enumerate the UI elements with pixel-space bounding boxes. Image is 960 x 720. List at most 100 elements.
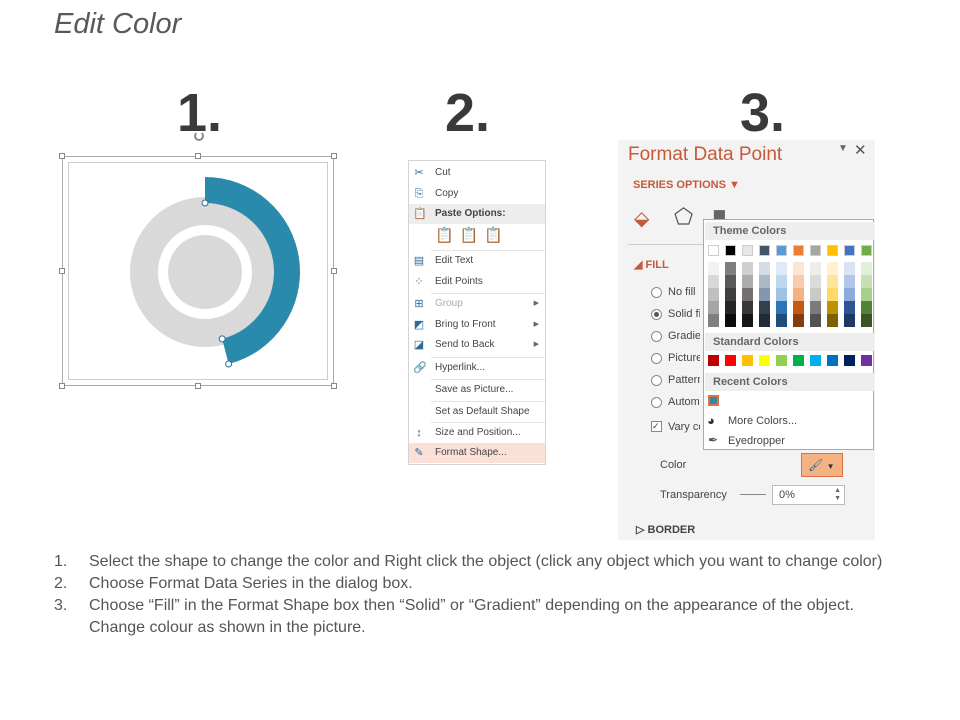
keep-source-formatting-icon[interactable]: 📋 — [435, 227, 454, 244]
resize-handle[interactable] — [59, 383, 65, 389]
point-handle[interactable] — [225, 360, 233, 368]
fill-option-radio[interactable] — [651, 309, 662, 320]
resize-handle[interactable] — [331, 268, 337, 274]
theme-shade-swatch[interactable] — [742, 262, 753, 275]
theme-shade-swatch[interactable] — [827, 301, 838, 314]
fill-section-header[interactable]: ◢ FILL — [634, 259, 669, 271]
standard-color-swatch[interactable] — [810, 355, 821, 366]
menu-item-copy[interactable]: ⎘ Copy — [409, 184, 545, 204]
theme-shade-swatch[interactable] — [827, 275, 838, 288]
menu-item-cut[interactable]: ✂ Cut — [409, 163, 545, 183]
resize-handle[interactable] — [331, 383, 337, 389]
fill-option-radio[interactable] — [651, 287, 662, 298]
fill-option-radio[interactable] — [651, 375, 662, 386]
fill-option-radio[interactable] — [651, 331, 662, 342]
theme-shade-swatch[interactable] — [810, 301, 821, 314]
theme-shade-swatch[interactable] — [810, 262, 821, 275]
standard-color-swatch[interactable] — [827, 355, 838, 366]
theme-shade-swatch[interactable] — [810, 314, 821, 327]
theme-shade-swatch[interactable] — [708, 275, 719, 288]
series-options-tab-icon[interactable]: ▆ — [714, 206, 725, 222]
menu-item-paste-options[interactable]: 📋 Paste Options: 📋 📋 📋 — [409, 204, 545, 244]
standard-color-swatch[interactable] — [861, 355, 872, 366]
theme-shade-swatch[interactable] — [861, 288, 872, 301]
theme-color-swatch[interactable] — [759, 245, 770, 256]
theme-shade-swatch[interactable] — [725, 301, 736, 314]
theme-shade-swatch[interactable] — [844, 301, 855, 314]
theme-shade-swatch[interactable] — [776, 288, 787, 301]
resize-handle[interactable] — [195, 153, 201, 159]
pane-options-icon[interactable]: ▼ — [838, 143, 848, 154]
theme-shade-swatch[interactable] — [776, 301, 787, 314]
rotate-handle-icon[interactable] — [194, 131, 204, 141]
theme-shade-swatch[interactable] — [742, 301, 753, 314]
theme-shade-swatch[interactable] — [793, 288, 804, 301]
resize-handle[interactable] — [59, 268, 65, 274]
theme-shade-swatch[interactable] — [759, 275, 770, 288]
theme-shade-swatch[interactable] — [776, 314, 787, 327]
standard-color-swatch[interactable] — [844, 355, 855, 366]
menu-item-size-and-position[interactable]: ↕ Size and Position... — [409, 422, 545, 443]
theme-shade-swatch[interactable] — [844, 275, 855, 288]
theme-shade-swatch[interactable] — [759, 262, 770, 275]
menu-item-group[interactable]: ⊞ Group ▶ — [409, 293, 545, 314]
theme-shade-swatch[interactable] — [759, 288, 770, 301]
theme-shade-swatch[interactable] — [844, 288, 855, 301]
theme-shade-swatch[interactable] — [827, 288, 838, 301]
menu-item-set-as-default-shape[interactable]: Set as Default Shape — [409, 401, 545, 422]
theme-shade-swatch[interactable] — [759, 301, 770, 314]
theme-shade-swatch[interactable] — [708, 314, 719, 327]
theme-shade-swatch[interactable] — [776, 262, 787, 275]
theme-color-swatch[interactable] — [742, 245, 753, 256]
theme-color-swatch[interactable] — [793, 245, 804, 256]
close-icon[interactable]: ✕ — [854, 142, 867, 159]
paste-picture-icon[interactable]: 📋 — [484, 227, 504, 244]
theme-shade-swatch[interactable] — [759, 314, 770, 327]
fill-line-tab-icon[interactable]: ⬙ — [634, 208, 650, 230]
standard-color-swatch[interactable] — [793, 355, 804, 366]
effects-tab-icon[interactable]: ⬠ — [674, 204, 694, 229]
menu-item-hyperlink[interactable]: 🔗 Hyperlink... — [409, 357, 545, 378]
standard-color-swatch[interactable] — [759, 355, 770, 366]
theme-color-swatch[interactable] — [776, 245, 787, 256]
fill-color-button[interactable]: 🖌 ▼ — [801, 453, 843, 477]
theme-color-swatch[interactable] — [708, 245, 719, 256]
theme-shade-swatch[interactable] — [861, 275, 872, 288]
theme-shade-swatch[interactable] — [810, 275, 821, 288]
menu-item-save-as-picture[interactable]: Save as Picture... — [409, 379, 545, 400]
theme-color-swatch[interactable] — [725, 245, 736, 256]
theme-shade-swatch[interactable] — [827, 262, 838, 275]
standard-color-swatch[interactable] — [725, 355, 736, 366]
menu-item-format-shape[interactable]: ✎ Format Shape... — [409, 443, 545, 463]
series-options-dropdown[interactable]: SERIES OPTIONS ▼ — [633, 179, 740, 191]
more-colors-item[interactable]: More Colors... — [728, 415, 798, 427]
theme-shade-swatch[interactable] — [742, 314, 753, 327]
theme-shade-swatch[interactable] — [725, 275, 736, 288]
menu-item-send-to-back[interactable]: ◪ Send to Back ▶ — [409, 335, 545, 355]
menu-item-bring-to-front[interactable]: ◩ Bring to Front ▶ — [409, 315, 545, 335]
theme-shade-swatch[interactable] — [844, 262, 855, 275]
theme-shade-swatch[interactable] — [861, 262, 872, 275]
theme-shade-swatch[interactable] — [725, 262, 736, 275]
menu-item-edit-points[interactable]: ⁘ Edit Points — [409, 272, 545, 292]
vary-colors-checkbox[interactable]: ✓ — [651, 421, 662, 432]
recent-color-swatch[interactable] — [708, 395, 719, 406]
theme-shade-swatch[interactable] — [793, 275, 804, 288]
theme-shade-swatch[interactable] — [810, 288, 821, 301]
point-handle[interactable] — [218, 335, 226, 343]
fill-option-radio[interactable] — [651, 397, 662, 408]
menu-item-edit-text[interactable]: ▤ Edit Text — [409, 250, 545, 271]
resize-handle[interactable] — [59, 153, 65, 159]
point-handle[interactable] — [201, 199, 209, 207]
theme-shade-swatch[interactable] — [742, 288, 753, 301]
border-section-header[interactable]: ▷ BORDER — [636, 524, 696, 536]
theme-shade-swatch[interactable] — [725, 314, 736, 327]
theme-shade-swatch[interactable] — [742, 275, 753, 288]
eyedropper-item[interactable]: Eyedropper — [728, 435, 785, 447]
resize-handle[interactable] — [195, 383, 201, 389]
theme-shade-swatch[interactable] — [793, 262, 804, 275]
theme-shade-swatch[interactable] — [708, 288, 719, 301]
theme-color-swatch[interactable] — [827, 245, 838, 256]
theme-shade-swatch[interactable] — [861, 301, 872, 314]
